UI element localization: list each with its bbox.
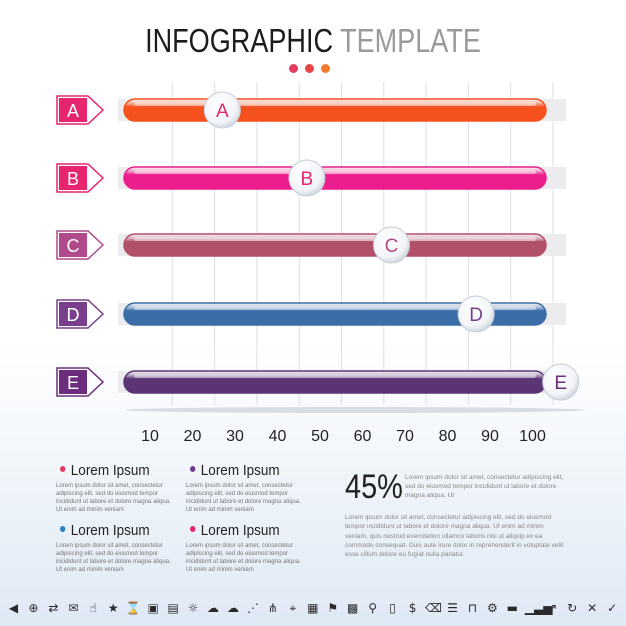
bar-marker-E <box>542 363 580 401</box>
dot-2 <box>305 64 314 73</box>
gears-icon: ⚙ <box>486 601 498 615</box>
cloud-download-icon: ☁ <box>226 601 239 615</box>
lock-icon: ⊓ <box>467 601 478 615</box>
bar-marker-label-B: B <box>301 169 314 190</box>
hourglass-icon: ⌛ <box>125 601 141 615</box>
dot-1 <box>289 64 298 73</box>
tag-label-E: E <box>67 373 79 393</box>
phone-icon: ▯ <box>389 601 396 615</box>
tick-label-70: 70 <box>396 428 414 445</box>
bar-highlight-C <box>134 237 536 241</box>
text-block-2-heading: Lorem Ipsum <box>190 462 280 479</box>
trash-icon: ⌫ <box>425 601 442 615</box>
star-icon: ★ <box>107 601 119 615</box>
tag-label-B: B <box>67 169 79 189</box>
baseline-shadow <box>125 407 585 413</box>
text-block-1-body: Lorem ipsum dolor sit amet, consectetur … <box>56 483 171 513</box>
transfer-icon: ⇄ <box>48 601 59 615</box>
bullet-2 <box>190 466 196 473</box>
globe-icon: ⊕ <box>28 601 39 615</box>
title-accent: TEMPLATE <box>340 22 481 59</box>
flag-icon: ⚑ <box>327 601 339 615</box>
stat-body: Lorem ipsum dolor sit amet, consectetur … <box>405 474 564 499</box>
check-icon: ✓ <box>607 601 618 615</box>
bar-C <box>123 233 547 257</box>
tag-box-D <box>59 302 87 326</box>
thumbs-up-icon: ☝ <box>89 601 97 615</box>
bar-marker-A <box>203 91 241 129</box>
share-icon: ⋔ <box>267 601 278 615</box>
stat-long-body: Lorem ipsum dolor sit amet, consectetur … <box>345 514 564 559</box>
tick-label-10: 10 <box>141 428 159 445</box>
text-block-3-heading: Lorem Ipsum <box>60 522 150 539</box>
megaphone-icon: ◀ <box>8 601 19 615</box>
wallet-icon: ▤ <box>167 601 179 615</box>
cloud-upload-icon: ☁ <box>207 601 220 615</box>
stat-value: 45% <box>345 468 403 506</box>
close-icon: ✕ <box>587 601 598 615</box>
title-dots <box>289 64 330 73</box>
bullet-4 <box>190 526 196 533</box>
tick-label-50: 50 <box>311 428 329 445</box>
text-block-2-body: Lorem ipsum dolor sit amet, consectetur … <box>186 483 301 513</box>
bar-marker-D <box>457 295 495 333</box>
icon-bar: ◀ ⊕ ⇄ ✉ ☝ ★ ⌛ ▣ ▤ ☼ ☁ ☁ ⋰ ⋔ ⌖ ▦ ⚑ ▩ ⚲ ▯ $ ⌫ ☰ ⊓ ⚙ ▬ ▁▃▅ ↗ ↻ ✕ ✓ <box>6 598 620 618</box>
bar-highlight-D <box>134 306 536 310</box>
tag-label-C: C <box>67 236 80 256</box>
lightbulb-icon: ☼ <box>187 601 199 615</box>
refresh-icon: ↻ <box>567 601 578 615</box>
bar-marker-label-E: E <box>554 373 567 394</box>
bar-highlight-E <box>134 374 536 378</box>
dollar-icon: $ <box>408 601 417 615</box>
text-block-4-heading: Lorem Ipsum <box>190 522 280 539</box>
bullet-1 <box>60 466 66 473</box>
page-title: INFOGRAPHIC TEMPLATE <box>56 22 569 60</box>
bar-marker-label-C: C <box>385 236 399 257</box>
tag-box-E <box>59 370 87 394</box>
tag-label-A: A <box>67 101 79 121</box>
tick-label-60: 60 <box>354 428 372 445</box>
tick-label-80: 80 <box>439 428 457 445</box>
text-block-4-body: Lorem ipsum dolor sit amet, consectetur … <box>186 543 301 573</box>
bar-chart: 10 20 30 40 50 60 70 80 90 100 A A B B C C D D E E <box>56 82 585 445</box>
mail-icon: ✉ <box>68 601 79 615</box>
crosshair-icon: ⌖ <box>289 601 297 615</box>
bar-chart-icon: ▁▃▅ <box>524 601 553 615</box>
tag-box-A <box>59 98 87 122</box>
tag-label-D: D <box>67 305 80 325</box>
dot-3 <box>321 64 330 73</box>
tick-label-100: 100 <box>519 428 546 445</box>
magnifier-icon: ⚲ <box>368 601 378 615</box>
tag-box-B <box>59 166 87 190</box>
bar-B <box>123 166 547 190</box>
bar-marker-B <box>288 159 326 197</box>
calendar-icon: ▩ <box>347 601 359 615</box>
bar-marker-label-A: A <box>216 101 229 122</box>
trend-icon: ↗ <box>547 601 558 615</box>
bullet-3 <box>60 526 66 533</box>
title-main: INFOGRAPHIC <box>145 22 334 59</box>
text-block-1-heading: Lorem Ipsum <box>60 462 150 479</box>
tick-label-20: 20 <box>184 428 202 445</box>
tag-box-C <box>59 233 87 257</box>
bar-D <box>123 302 547 326</box>
bar-highlight-A <box>134 102 536 106</box>
money-icon: ▦ <box>307 601 319 615</box>
network-icon: ⋰ <box>246 601 259 615</box>
bar-marker-label-D: D <box>469 305 483 326</box>
wifi-icon: ☰ <box>447 601 458 615</box>
text-block-3-body: Lorem ipsum dolor sit amet, consectetur … <box>56 543 171 573</box>
chat-icon: ▣ <box>147 601 159 615</box>
bar-marker-C <box>373 226 410 264</box>
tick-label-90: 90 <box>481 428 499 445</box>
tick-label-40: 40 <box>269 428 287 445</box>
bar-highlight-B <box>134 170 536 174</box>
tick-label-30: 30 <box>226 428 244 445</box>
briefcase-icon: ▬ <box>506 601 518 615</box>
